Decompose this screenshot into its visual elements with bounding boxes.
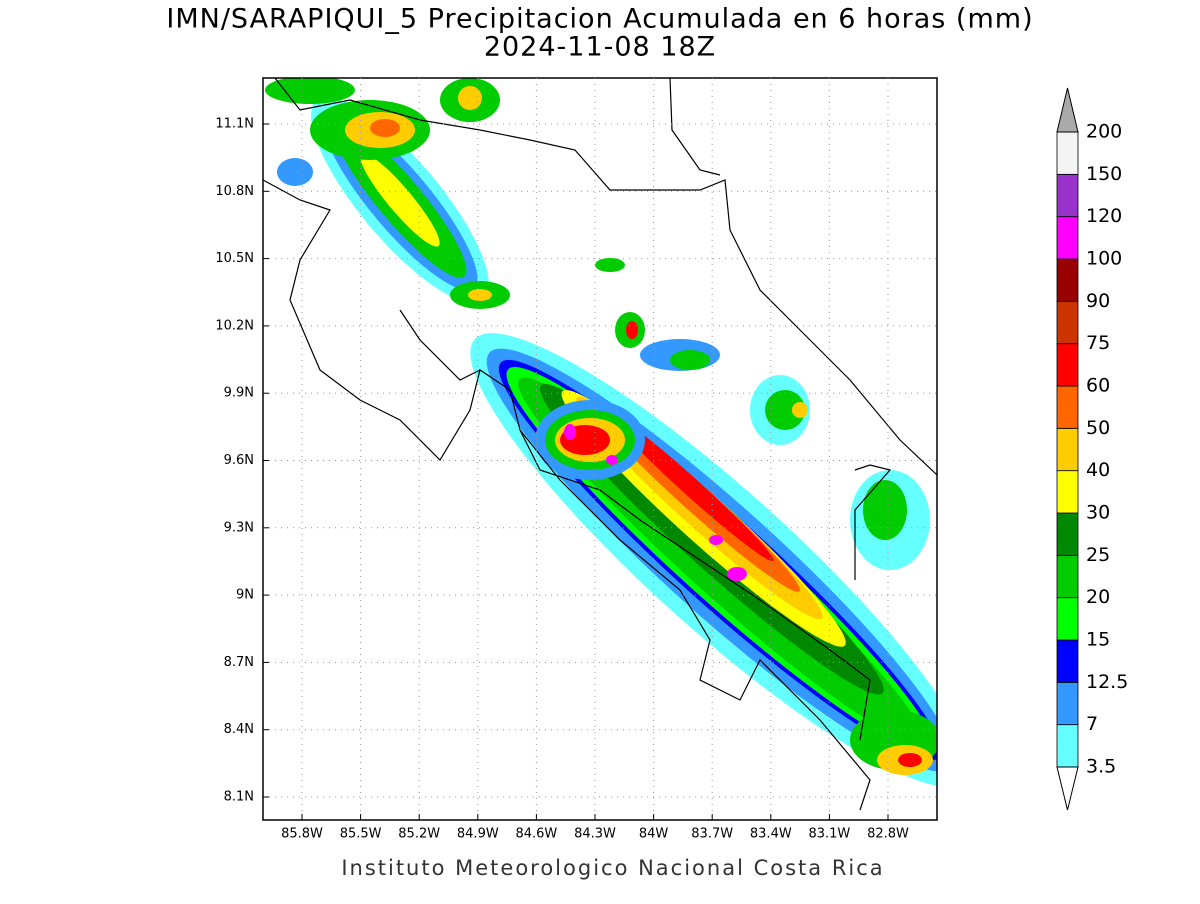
lon-tick-label: 85.2W	[398, 827, 440, 842]
lat-tick-label: 9.3N	[224, 520, 254, 535]
lon-tick-label: 84.9W	[457, 827, 499, 842]
colorbar-label: 30	[1086, 502, 1110, 524]
colorbar-box	[1056, 681, 1079, 726]
coastlines	[263, 78, 937, 811]
colorbar-box	[1056, 131, 1079, 175]
colorbar-label: 120	[1086, 205, 1122, 227]
lon-tick-label: 84W	[639, 827, 669, 842]
colorbar-box	[1056, 343, 1079, 387]
colorbar-label: 150	[1086, 163, 1122, 185]
colorbar-box	[1056, 512, 1079, 556]
footer: Instituto Meteorologico Nacional Costa R…	[341, 856, 884, 880]
lat-tick-label: 9.9N	[224, 386, 254, 401]
lat-tick-label: 10.2N	[215, 318, 254, 333]
colorbar-box	[1056, 470, 1079, 514]
lat-tick-label: 11.1N	[215, 117, 254, 132]
lon-tick-label: 85.5W	[340, 827, 382, 842]
lon-tick-label: 84.6W	[515, 827, 557, 842]
lon-tick-label: 82.8W	[867, 827, 909, 842]
subtitle: 2024-11-08 18Z	[484, 32, 716, 63]
colorbar-box	[1056, 597, 1079, 641]
colorbar-label: 20	[1086, 586, 1110, 608]
colorbar-box	[1056, 724, 1079, 768]
lon-tick-label: 83.1W	[808, 827, 850, 842]
lat-tick-label: 8.7N	[224, 655, 254, 670]
lon-tick-label: 83.4W	[750, 827, 792, 842]
lat-tick-label: 10.5N	[215, 251, 254, 266]
colorbar-box	[1056, 385, 1079, 429]
colorbar-label: 25	[1086, 544, 1110, 566]
lat-tick-label: 10.8N	[215, 184, 254, 199]
lat-tick-label: 8.1N	[224, 790, 254, 805]
colorbar-label: 50	[1086, 417, 1110, 439]
colorbar-label: 90	[1086, 290, 1110, 312]
colorbar-label: 40	[1086, 459, 1110, 481]
lat-tick-label: 9.6N	[224, 453, 254, 468]
colorbar-box	[1056, 554, 1079, 599]
colorbar-under	[1056, 766, 1079, 811]
lon-tick-label: 85.8W	[281, 827, 323, 842]
colorbar-label: 200	[1086, 121, 1122, 143]
colorbar-label: 3.5	[1086, 756, 1116, 778]
title: IMN/SARAPIQUI_5 Precipitacion Acumulada …	[166, 4, 1033, 35]
precip-field	[265, 78, 937, 787]
colorbar-box	[1056, 216, 1079, 260]
colorbar-label: 7	[1086, 713, 1098, 735]
colorbar-label: 12.5	[1086, 671, 1128, 693]
colorbar-label: 15	[1086, 629, 1110, 651]
lat-tick-label: 8.4N	[224, 722, 254, 737]
colorbar-over	[1056, 87, 1079, 133]
colorbar-box	[1056, 427, 1079, 472]
colorbar-label: 60	[1086, 375, 1110, 397]
colorbar-box	[1056, 300, 1079, 345]
lon-tick-label: 84.3W	[574, 827, 616, 842]
colorbar-box	[1056, 639, 1079, 683]
colorbar-label: 100	[1086, 248, 1122, 270]
colorbar-label: 75	[1086, 332, 1110, 354]
lon-tick-label: 83.7W	[691, 827, 733, 842]
colorbar-box	[1056, 173, 1079, 218]
colorbar-box	[1056, 258, 1079, 302]
map-frame	[262, 77, 938, 821]
lat-tick-label: 9N	[236, 588, 254, 603]
